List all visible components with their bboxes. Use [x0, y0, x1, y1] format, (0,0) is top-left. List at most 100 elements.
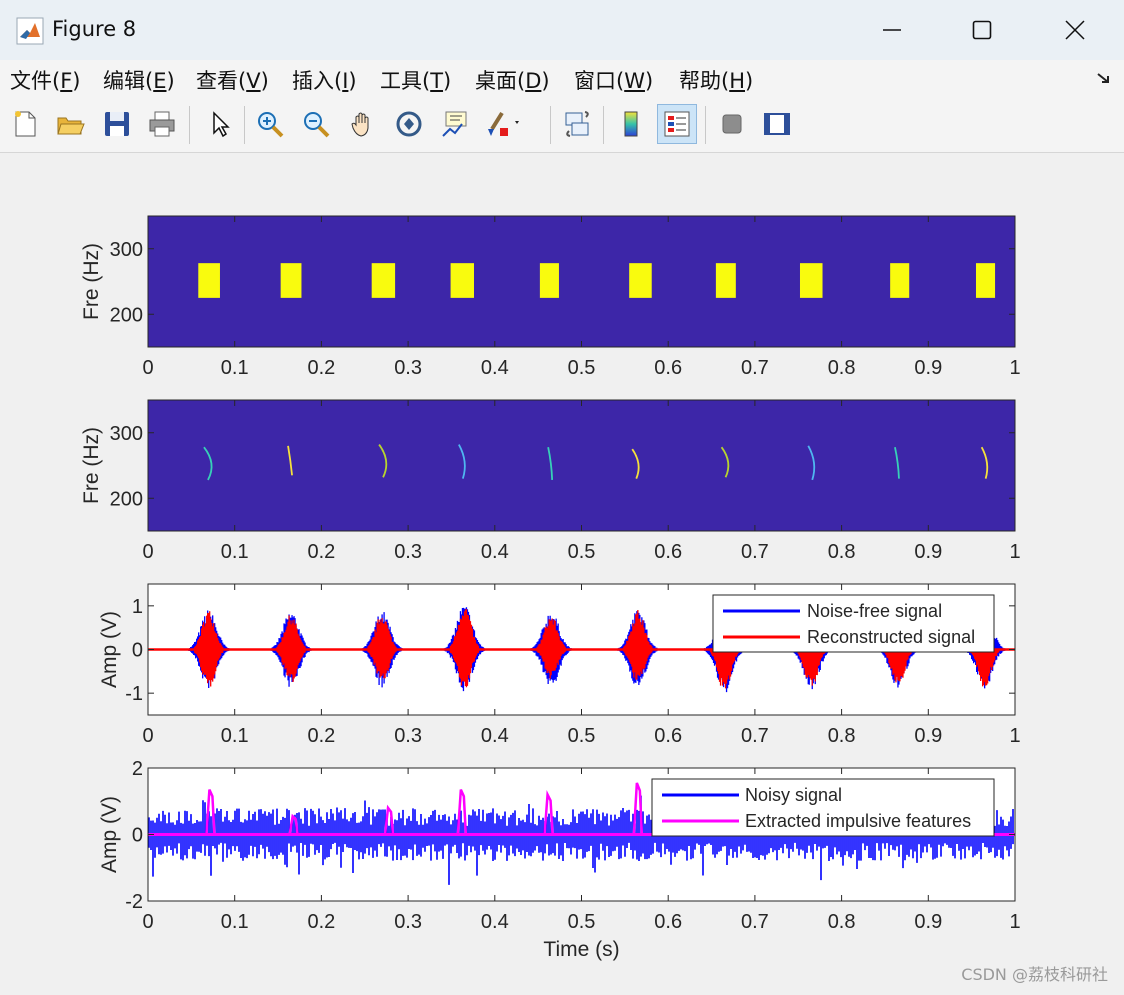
- x-tick-label: 0.6: [654, 725, 682, 747]
- matlab-logo-icon: [16, 17, 44, 45]
- hide-plot-tools-button[interactable]: [712, 104, 752, 144]
- title-bar[interactable]: Figure 8: [0, 0, 1124, 60]
- heatmap-background: [148, 400, 1015, 531]
- energy-block: [539, 263, 559, 298]
- x-tick-label: 0.1: [221, 357, 249, 379]
- legend-icon: [664, 111, 690, 137]
- y-tick-label: -1: [125, 683, 143, 705]
- select-button[interactable]: [199, 104, 239, 144]
- toolbar-separator: [244, 106, 245, 144]
- colorbar-icon: [624, 111, 638, 137]
- impulse-feature: [632, 782, 644, 835]
- pan-hand-icon: [351, 112, 369, 137]
- new-figure-icon: [15, 111, 36, 137]
- x-tick-label: 0: [142, 541, 153, 563]
- menu-desktop[interactable]: 桌面(D): [475, 69, 550, 93]
- energy-block: [371, 263, 396, 298]
- rotate-button[interactable]: [389, 104, 429, 144]
- watermark: CSDN @荔枝科研社: [961, 965, 1108, 984]
- x-tick-label: 0.1: [221, 911, 249, 933]
- legend-button[interactable]: [657, 104, 697, 144]
- open-file-button[interactable]: [50, 104, 90, 144]
- minimize-button[interactable]: [852, 0, 932, 60]
- legend-box: [651, 778, 995, 837]
- select-pointer-icon: [213, 111, 230, 138]
- link-plot-icon: [565, 111, 589, 137]
- x-tick-label: 0.3: [394, 541, 422, 563]
- spectral-ridge: [547, 446, 554, 480]
- colorbar-button[interactable]: [611, 104, 651, 144]
- maximize-icon: [972, 20, 992, 40]
- dock-figure-icon[interactable]: [1096, 70, 1112, 86]
- menu-window[interactable]: 窗口(W): [574, 69, 654, 93]
- spectral-ridge: [287, 445, 293, 476]
- spectral-ridge: [894, 446, 900, 479]
- pan-button[interactable]: [343, 104, 383, 144]
- x-tick-label: 0.6: [654, 541, 682, 563]
- x-tick-label: 0.3: [394, 357, 422, 379]
- menu-insert[interactable]: 插入(I): [292, 69, 357, 93]
- menu-tools[interactable]: 工具(T): [380, 69, 452, 93]
- x-tick-label: 0: [142, 725, 153, 747]
- y-tick-label: 0: [132, 825, 143, 847]
- maximize-button[interactable]: [942, 0, 1022, 60]
- y-tick-label: 1: [132, 596, 143, 618]
- menu-edit[interactable]: 编辑(E): [103, 69, 175, 93]
- impulse-feature: [543, 789, 554, 835]
- link-plot-button[interactable]: [557, 104, 597, 144]
- brush-icon: [488, 111, 519, 136]
- x-tick-label: 0.4: [481, 911, 509, 933]
- x-tick-label: 0.4: [481, 541, 509, 563]
- x-tick-label: 0.8: [828, 725, 856, 747]
- menu-help[interactable]: 帮助(H): [679, 69, 754, 93]
- hide-plot-tools-icon: [722, 114, 742, 134]
- spectral-ridge: [458, 444, 466, 479]
- y-axis-label: Amp (V): [98, 611, 121, 688]
- y-tick-label: 2: [132, 758, 143, 780]
- energy-block: [799, 263, 823, 298]
- close-button[interactable]: [1035, 0, 1115, 60]
- x-tick-label: 0.6: [654, 357, 682, 379]
- x-tick-label: 0.5: [568, 541, 596, 563]
- menu-file[interactable]: 文件(F): [10, 69, 81, 93]
- x-tick-label: 1: [1009, 541, 1020, 563]
- y-tick-label: -2: [125, 891, 143, 913]
- x-tick-label: 0.4: [481, 725, 509, 747]
- x-tick-label: 0: [142, 911, 153, 933]
- energy-block: [715, 263, 736, 298]
- x-tick-label: 0.1: [221, 725, 249, 747]
- zoom-out-button[interactable]: [296, 104, 336, 144]
- x-tick-label: 0.2: [307, 357, 335, 379]
- legend-box: [712, 594, 995, 653]
- save-button[interactable]: [97, 104, 137, 144]
- spectral-ridge: [980, 446, 989, 479]
- data-cursor-icon: [442, 111, 467, 137]
- y-tick-label: 0: [132, 640, 143, 662]
- x-tick-label: 0.7: [741, 541, 769, 563]
- energy-block: [198, 263, 220, 298]
- print-button[interactable]: [142, 104, 182, 144]
- impulse-feature: [205, 789, 216, 835]
- x-tick-label: 0.1: [221, 541, 249, 563]
- rotate-3d-icon: [396, 111, 422, 137]
- y-tick-label: 200: [110, 488, 143, 510]
- data-cursor-button[interactable]: [435, 104, 475, 144]
- x-tick-label: 0.9: [914, 911, 942, 933]
- zoom-in-icon: [258, 112, 284, 138]
- energy-block: [280, 263, 302, 298]
- toolbar-separator: [189, 106, 190, 144]
- show-plot-tools-button[interactable]: [757, 104, 797, 144]
- x-tick-label: 0.8: [828, 541, 856, 563]
- x-tick-label: 0.9: [914, 357, 942, 379]
- menu-view[interactable]: 查看(V): [196, 69, 269, 93]
- new-figure-button[interactable]: [5, 104, 45, 144]
- y-tick-label: 300: [110, 423, 143, 445]
- zoom-in-button[interactable]: [250, 104, 290, 144]
- brush-button[interactable]: [482, 104, 522, 144]
- x-tick-label: 0.6: [654, 911, 682, 933]
- print-icon: [149, 111, 175, 137]
- x-tick-label: 0.7: [741, 725, 769, 747]
- energy-block: [450, 263, 474, 298]
